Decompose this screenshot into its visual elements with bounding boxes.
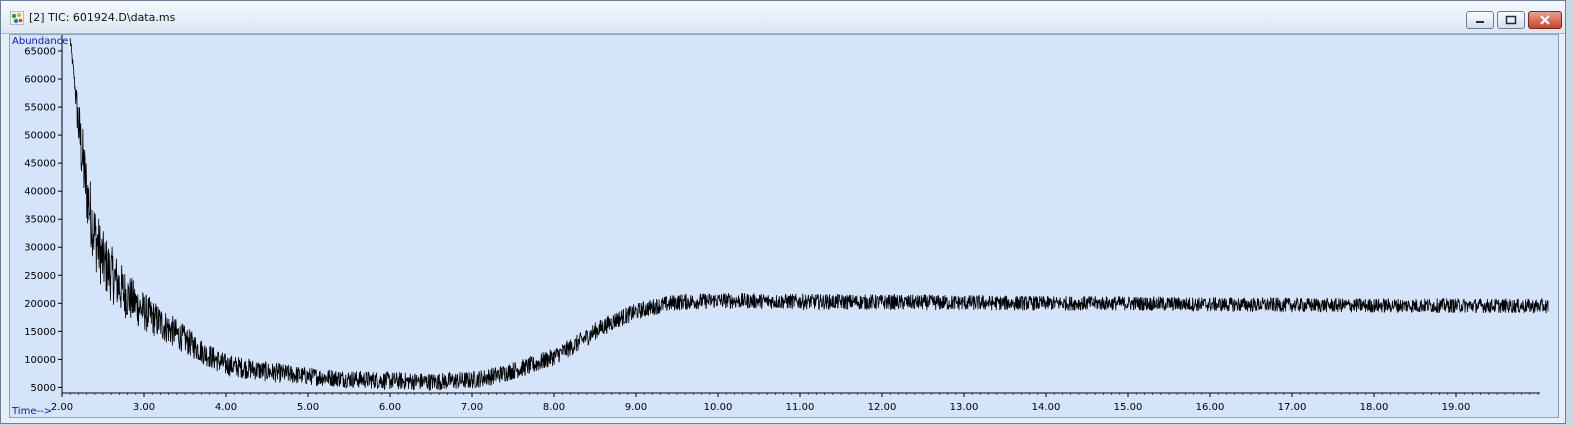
- y-tick-label: 35000: [24, 215, 56, 226]
- y-axis-label: Abundance: [12, 36, 68, 47]
- y-tick-label: 25000: [24, 271, 56, 282]
- x-tick-label: 8.00: [543, 402, 565, 413]
- chromatogram-app-icon: [10, 11, 24, 25]
- x-tick-label: 6.00: [379, 402, 401, 413]
- y-tick-label: 10000: [24, 355, 56, 366]
- window-title: [2] TIC: 601924.D\data.ms: [29, 11, 176, 24]
- y-tick-label: 50000: [24, 131, 56, 142]
- x-axis: 2.00 3.00 4.00 5.00 6.00 7.00 8.00 9.00 10.00 11.…: [51, 393, 1539, 413]
- y-tick-label: 65000: [24, 47, 56, 58]
- x-tick-label: 9.00: [625, 402, 647, 413]
- y-tick-label: 45000: [24, 159, 56, 170]
- x-tick-label: 10.00: [704, 402, 733, 413]
- x-tick-label: 11.00: [786, 402, 815, 413]
- x-tick-label: 13.00: [950, 402, 979, 413]
- x-tick-label: 12.00: [868, 402, 897, 413]
- maximize-icon: [1505, 15, 1517, 25]
- y-tick-label: 30000: [24, 243, 56, 254]
- y-tick-label: 5000: [31, 383, 56, 394]
- y-tick-label: 15000: [24, 327, 56, 338]
- close-button[interactable]: [1528, 11, 1562, 29]
- title-bar[interactable]: [2] TIC: 601924.D\data.ms: [1, 1, 1565, 34]
- minimize-button[interactable]: [1466, 11, 1494, 29]
- y-tick-label: 60000: [24, 75, 56, 86]
- x-axis-label: Time-->: [11, 406, 52, 417]
- y-tick-label: 55000: [24, 103, 56, 114]
- x-tick-label: 5.00: [297, 402, 319, 413]
- minimize-icon: [1476, 21, 1484, 23]
- plot-area[interactable]: 5000 10000 15000 20000 25000 30000 35000 40000 4…: [9, 34, 1559, 418]
- x-tick-label: 14.00: [1032, 402, 1061, 413]
- x-tick-label: 16.00: [1196, 402, 1225, 413]
- x-tick-label: 2.00: [51, 402, 73, 413]
- y-axis: 5000 10000 15000 20000 25000 30000 35000 40000 4…: [24, 47, 62, 394]
- close-icon: [1540, 15, 1550, 25]
- x-tick-label: 18.00: [1360, 402, 1389, 413]
- tic-chart: 5000 10000 15000 20000 25000 30000 35000 40000 4…: [11, 35, 1549, 417]
- x-tick-label: 7.00: [461, 402, 483, 413]
- x-tick-label: 17.00: [1278, 402, 1307, 413]
- y-tick-label: 20000: [24, 299, 56, 310]
- x-tick-label: 15.00: [1114, 402, 1143, 413]
- maximize-button[interactable]: [1497, 11, 1525, 29]
- y-tick-label: 40000: [24, 187, 56, 198]
- x-tick-label: 3.00: [133, 402, 155, 413]
- x-tick-label: 19.00: [1442, 402, 1471, 413]
- tic-trace-line: [69, 38, 1549, 391]
- x-tick-label: 4.00: [215, 402, 237, 413]
